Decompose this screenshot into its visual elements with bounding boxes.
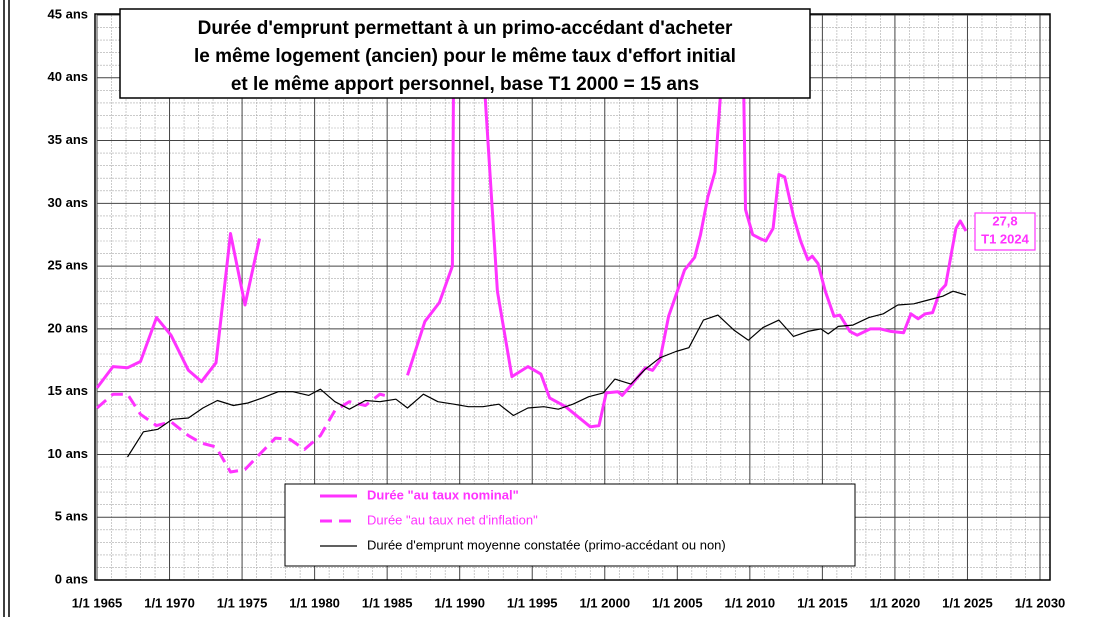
x-tick-label: 1/1 2015	[797, 595, 848, 610]
series-line	[126, 290, 967, 458]
x-tick-label: 1/1 1980	[289, 595, 340, 610]
annotation: 27,8	[992, 213, 1017, 228]
x-tick-label: 1/1 2005	[652, 595, 703, 610]
y-tick-label: 45 ans	[48, 6, 88, 21]
annotation: T1 2024	[981, 231, 1029, 246]
x-tick-label: 1/1 1970	[144, 595, 195, 610]
x-tick-label: 1/1 1990	[434, 595, 485, 610]
title-box	[119, 8, 811, 99]
legend-label: Durée "au taux nominal"	[367, 487, 519, 502]
y-tick-label: 30 ans	[48, 195, 88, 210]
lines	[95, 14, 968, 474]
x-tick-label: 1/1 1975	[217, 595, 268, 610]
series-line	[96, 392, 391, 474]
legend-label: Durée "au taux net d'inflation"	[367, 512, 538, 527]
y-tick-label: 15 ans	[48, 383, 88, 398]
y-tick-label: 35 ans	[48, 132, 88, 147]
x-tick-label: 1/1 1995	[507, 595, 558, 610]
x-tick-label: 1/1 2020	[870, 595, 921, 610]
axes: 1/1 1965 1/1 1970 1/1 1975 1/1 1980 1/1 1985…	[48, 6, 1066, 610]
x-tick-label: 1/1 1965	[72, 595, 123, 610]
legend-label: Durée d'emprunt moyenne constatée (primo…	[367, 537, 726, 552]
overlay: Durée d'emprunt permettant à un primo-ac…	[119, 8, 1036, 567]
annotation-box	[974, 212, 1036, 251]
y-tick-label: 25 ans	[48, 258, 88, 273]
y-tick-label: 20 ans	[48, 320, 88, 335]
legend-box	[284, 483, 856, 567]
y-tick-label: 5 ans	[55, 509, 88, 524]
chart-title: et le même apport personnel, base T1 200…	[231, 74, 699, 95]
chart-title: Durée d'emprunt permettant à un primo-ac…	[198, 18, 733, 39]
y-tick-label: 40 ans	[48, 69, 88, 84]
y-tick-label: 0 ans	[55, 571, 88, 586]
x-tick-label: 1/1 2000	[579, 595, 630, 610]
x-tick-label: 1/1 2030	[1015, 595, 1066, 610]
x-tick-label: 1/1 2025	[942, 595, 993, 610]
grid	[96, 14, 1050, 581]
chart-title: le même logement (ancien) pour le même t…	[194, 46, 736, 67]
x-tick-label: 1/1 1985	[362, 595, 413, 610]
x-tick-label: 1/1 2010	[725, 595, 776, 610]
y-tick-label: 10 ans	[48, 446, 88, 461]
series-line	[95, 14, 968, 429]
